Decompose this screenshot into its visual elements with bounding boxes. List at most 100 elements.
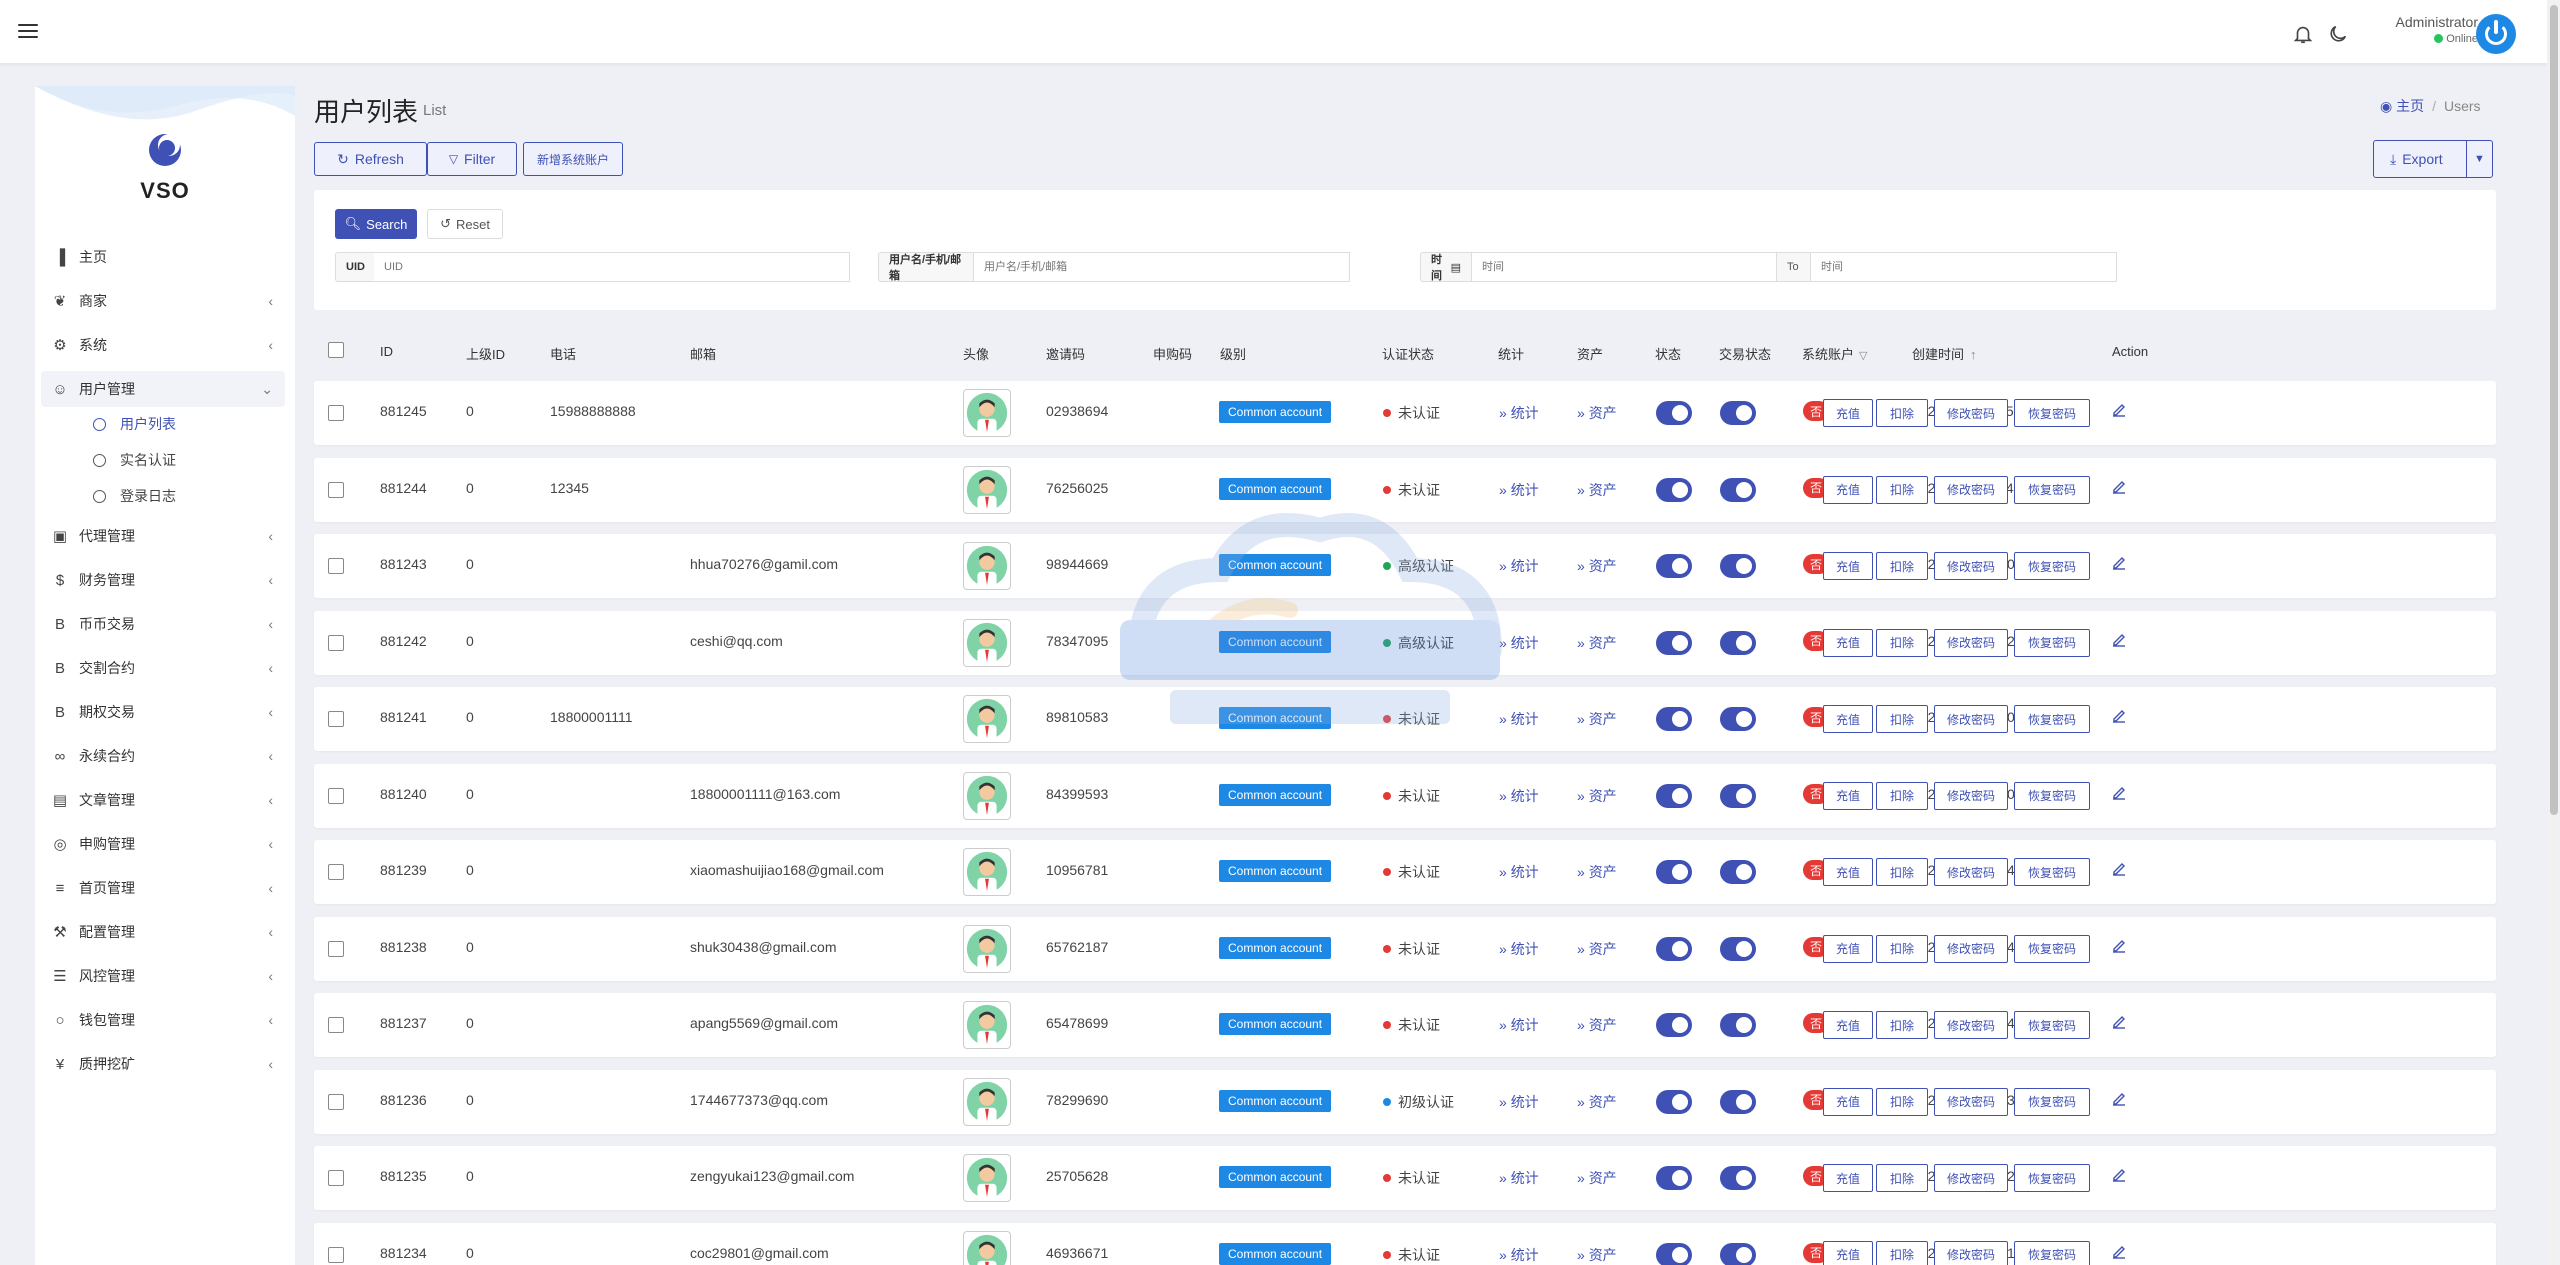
table-row[interactable]: 881239 0 xiaomashuijiao168@gmail.com 109567… bbox=[314, 840, 2496, 904]
sidebar-subitem-0[interactable]: 用户列表 bbox=[93, 410, 176, 438]
assets-link[interactable]: » 资产 bbox=[1577, 1170, 1617, 1186]
action-button-2[interactable]: 修改密码 bbox=[1934, 1011, 2008, 1039]
stats-link[interactable]: » 统计 bbox=[1499, 1170, 1539, 1186]
action-button-3[interactable]: 恢复密码 bbox=[2014, 399, 2090, 427]
action-button-3[interactable]: 恢复密码 bbox=[2014, 705, 2090, 733]
sidebar-item-14[interactable]: ☰ 风控管理 ‹ bbox=[41, 958, 285, 994]
filter-button[interactable]: ▽ Filter bbox=[427, 142, 517, 176]
sort-asc-icon[interactable]: ↑ bbox=[1970, 347, 1977, 362]
user-search-input[interactable] bbox=[974, 252, 1350, 282]
reset-button[interactable]: ↺ Reset bbox=[427, 209, 503, 239]
status-toggle[interactable] bbox=[1656, 936, 1692, 961]
avatar[interactable] bbox=[963, 1077, 1011, 1126]
bell-icon[interactable] bbox=[2292, 23, 2314, 45]
assets-link[interactable]: » 资产 bbox=[1577, 405, 1617, 421]
action-button-3[interactable]: 恢复密码 bbox=[2014, 858, 2090, 886]
trade-status-toggle[interactable] bbox=[1720, 1089, 1756, 1114]
edit-icon[interactable] bbox=[2111, 478, 2127, 494]
sidebar-item-2[interactable]: ⚙ 系统 ‹ bbox=[41, 327, 285, 363]
moon-icon[interactable] bbox=[2327, 23, 2349, 45]
row-checkbox[interactable] bbox=[328, 634, 344, 651]
admin-info[interactable]: Administrator Online bbox=[2360, 14, 2478, 45]
assets-link[interactable]: » 资产 bbox=[1577, 558, 1617, 574]
column-header-status[interactable]: 状态 bbox=[1655, 347, 1682, 362]
sidebar-subitem-2[interactable]: 登录日志 bbox=[93, 482, 176, 510]
action-button-1[interactable]: 扣除 bbox=[1876, 552, 1928, 580]
action-button-0[interactable]: 充值 bbox=[1823, 781, 1873, 810]
trade-status-toggle[interactable] bbox=[1720, 860, 1756, 884]
status-toggle[interactable] bbox=[1656, 554, 1692, 578]
table-row[interactable]: 881235 0 zengyukai123@gmail.com 25705628 Com… bbox=[314, 1146, 2496, 1210]
assets-link[interactable]: » 资产 bbox=[1577, 1093, 1617, 1110]
sidebar-item-9[interactable]: ∞ 永续合约 ‹ bbox=[41, 738, 285, 774]
column-header-id[interactable]: ID bbox=[380, 344, 393, 359]
avatar[interactable] bbox=[963, 924, 1011, 973]
sidebar-item-7[interactable]: B 交割合约 ‹ bbox=[41, 650, 285, 686]
action-button-0[interactable]: 充值 bbox=[1823, 1164, 1873, 1192]
table-row[interactable]: 881238 0 shuk30438@gmail.com 65762187 Common… bbox=[314, 916, 2496, 981]
action-button-1[interactable]: 扣除 bbox=[1876, 1164, 1928, 1192]
row-checkbox[interactable] bbox=[328, 481, 344, 498]
action-button-2[interactable]: 修改密码 bbox=[1934, 475, 2008, 504]
row-checkbox[interactable] bbox=[328, 1170, 344, 1186]
sidebar-item-11[interactable]: ◎ 申购管理 ‹ bbox=[41, 826, 285, 862]
row-checkbox[interactable] bbox=[328, 864, 344, 880]
stats-link[interactable]: » 统计 bbox=[1499, 634, 1539, 651]
sidebar-subitem-1[interactable]: 实名认证 bbox=[93, 446, 176, 474]
stats-link[interactable]: » 统计 bbox=[1499, 558, 1539, 574]
assets-link[interactable]: » 资产 bbox=[1577, 940, 1617, 957]
assets-link[interactable]: » 资产 bbox=[1577, 1017, 1617, 1033]
edit-icon[interactable] bbox=[2111, 937, 2127, 953]
stats-link[interactable]: » 统计 bbox=[1499, 481, 1539, 498]
avatar[interactable] bbox=[963, 1230, 1011, 1265]
trade-status-toggle[interactable] bbox=[1720, 936, 1756, 961]
action-button-2[interactable]: 修改密码 bbox=[1934, 552, 2008, 580]
action-button-2[interactable]: 修改密码 bbox=[1934, 1164, 2008, 1192]
assets-link[interactable]: » 资产 bbox=[1577, 481, 1617, 498]
table-row[interactable]: 881244 0 12345 76256025 Common account 未认证 » 统… bbox=[314, 457, 2496, 522]
column-header-parent-id[interactable]: 上级ID bbox=[466, 347, 506, 362]
assets-link[interactable]: » 资产 bbox=[1577, 1246, 1617, 1263]
column-header-verify-status[interactable]: 认证状态 bbox=[1382, 347, 1435, 362]
edit-icon[interactable] bbox=[2111, 707, 2127, 723]
action-button-3[interactable]: 恢复密码 bbox=[2014, 1164, 2090, 1192]
time-to-input[interactable] bbox=[1811, 252, 2117, 282]
action-button-2[interactable]: 修改密码 bbox=[1934, 1240, 2008, 1265]
stats-link[interactable]: » 统计 bbox=[1499, 711, 1539, 727]
status-toggle[interactable] bbox=[1656, 477, 1692, 502]
sidebar-item-3[interactable]: ☺ 用户管理 ⌄ bbox=[41, 371, 285, 407]
column-header-level[interactable]: 级别 bbox=[1220, 347, 1247, 362]
trade-status-toggle[interactable] bbox=[1720, 401, 1756, 425]
action-button-1[interactable]: 扣除 bbox=[1876, 1011, 1928, 1039]
avatar[interactable] bbox=[963, 542, 1011, 590]
row-checkbox[interactable] bbox=[328, 1093, 344, 1110]
avatar[interactable] bbox=[963, 848, 1011, 896]
avatar[interactable] bbox=[963, 1154, 1011, 1202]
status-toggle[interactable] bbox=[1656, 401, 1692, 425]
edit-icon[interactable] bbox=[2111, 1090, 2127, 1106]
action-button-1[interactable]: 扣除 bbox=[1876, 628, 1928, 657]
row-checkbox[interactable] bbox=[328, 787, 344, 804]
stats-link[interactable]: » 统计 bbox=[1499, 864, 1539, 880]
edit-icon[interactable] bbox=[2111, 1243, 2127, 1259]
action-button-0[interactable]: 充值 bbox=[1823, 1240, 1873, 1265]
status-toggle[interactable] bbox=[1656, 783, 1692, 808]
scrollbar-thumb[interactable] bbox=[2550, 5, 2558, 815]
action-button-2[interactable]: 修改密码 bbox=[1934, 934, 2008, 963]
row-checkbox[interactable] bbox=[328, 1017, 344, 1033]
edit-icon[interactable] bbox=[2111, 860, 2127, 876]
status-toggle[interactable] bbox=[1656, 707, 1692, 731]
sidebar-item-8[interactable]: B 期权交易 ‹ bbox=[41, 694, 285, 730]
avatar[interactable] bbox=[963, 465, 1011, 514]
action-button-2[interactable]: 修改密码 bbox=[1934, 705, 2008, 733]
action-button-2[interactable]: 修改密码 bbox=[1934, 399, 2008, 427]
edit-icon[interactable] bbox=[2111, 554, 2127, 570]
add-system-account-button[interactable]: 新增系统账户 bbox=[523, 142, 623, 176]
action-button-3[interactable]: 恢复密码 bbox=[2014, 552, 2090, 580]
trade-status-toggle[interactable] bbox=[1720, 1013, 1756, 1037]
edit-icon[interactable] bbox=[2111, 1013, 2127, 1029]
row-checkbox[interactable] bbox=[328, 940, 344, 957]
table-row[interactable]: 881236 0 1744677373@qq.com 78299690 Common a… bbox=[314, 1069, 2496, 1134]
assets-link[interactable]: » 资产 bbox=[1577, 634, 1617, 651]
uid-input[interactable] bbox=[374, 252, 850, 282]
